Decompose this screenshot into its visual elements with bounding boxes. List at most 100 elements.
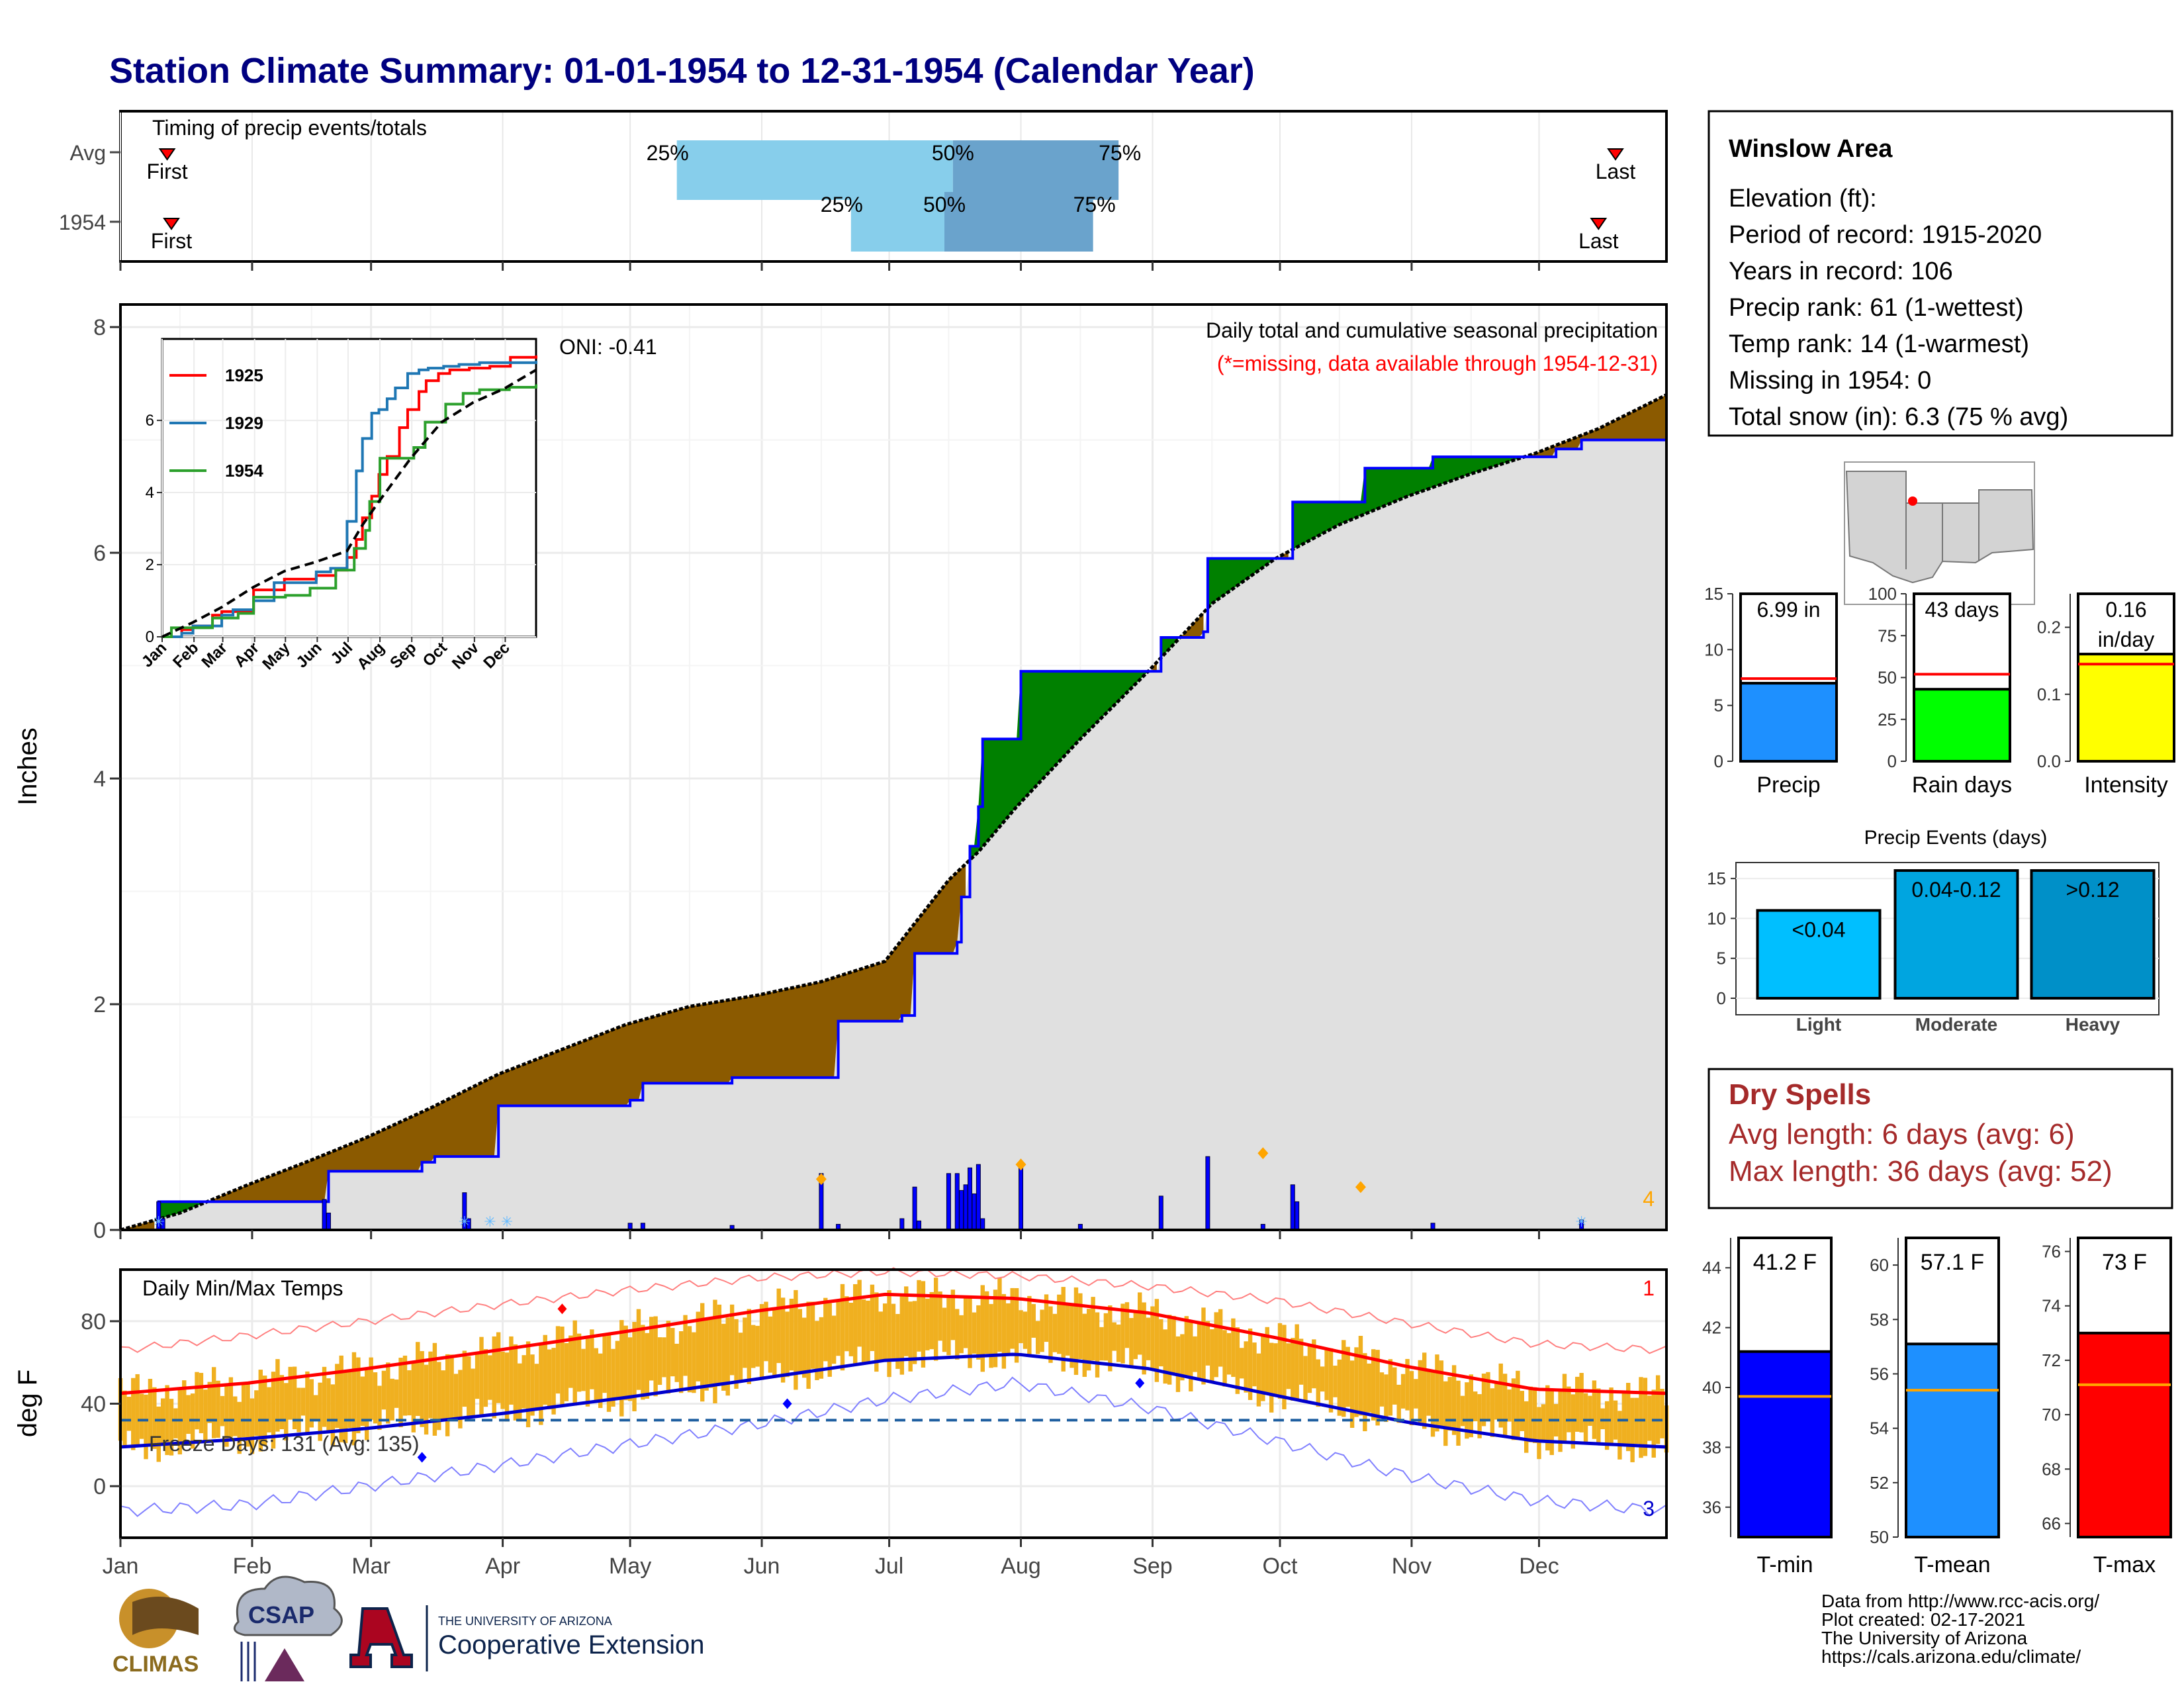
- daily-temp-bar: [1010, 1288, 1015, 1349]
- daily-temp-bar: [173, 1408, 178, 1438]
- daily-temp-bar: [810, 1301, 815, 1369]
- daily-temp-bar: [275, 1359, 280, 1432]
- daily-temp-bar: [233, 1396, 238, 1436]
- climas-logo-text: CLIMAS: [113, 1652, 199, 1677]
- daily-temp-bar: [377, 1385, 382, 1430]
- inset-series-1925: [162, 355, 537, 638]
- daily-temp-bar: [606, 1333, 612, 1412]
- summary-y-tick-label: 100: [1868, 584, 1897, 604]
- daily-temp-bar: [462, 1350, 467, 1407]
- daily-temp-bar: [351, 1352, 357, 1446]
- summary-y-tick-label: 50: [1878, 668, 1897, 688]
- station-info-line: Temp rank: 14 (1-warmest): [1729, 330, 2029, 358]
- temp-y-tick-label: 0: [93, 1474, 106, 1499]
- daily-temp-bar: [343, 1372, 348, 1444]
- events-category-label: Light: [1796, 1014, 1841, 1035]
- daily-temp-bar: [759, 1303, 764, 1380]
- daily-temp-bar: [1167, 1315, 1172, 1385]
- daily-temp-bar: [407, 1370, 412, 1416]
- events-bar-label: <0.04: [1792, 917, 1846, 941]
- summary-y-tick-label: 5: [1714, 696, 1723, 716]
- daily-temp-bar: [318, 1382, 322, 1441]
- daily-temp-bar: [997, 1277, 1002, 1352]
- daily-temp-bar: [165, 1385, 169, 1456]
- daily-temp-bar: [330, 1384, 336, 1446]
- station-info-line: Elevation (ft):: [1729, 185, 1877, 212]
- snow-marker-icon: ✳: [153, 1213, 165, 1230]
- daily-temp-bar: [615, 1340, 620, 1399]
- daily-temp-bar: [1524, 1401, 1529, 1453]
- map-borders: [1905, 503, 1979, 569]
- dry-spells-box: Dry Spells Avg length: 6 days (avg: 6) M…: [1707, 1068, 2173, 1209]
- above-average-area: [1207, 558, 1276, 608]
- daily-temp-bar: [1367, 1363, 1371, 1413]
- daily-temp-bar: [581, 1348, 586, 1391]
- daily-temp-bar: [623, 1325, 628, 1401]
- events-y-tick-label: 0: [1717, 988, 1726, 1008]
- inset-legend-label: 1929: [225, 413, 263, 433]
- daily-temp-bar: [984, 1291, 989, 1354]
- daily-temp-bar: [271, 1372, 276, 1449]
- precip-events-chart: Precip Events (days) 0 5 10 15 <0.04 Light 0.0…: [1707, 827, 2160, 1035]
- daily-temp-bar: [169, 1399, 174, 1456]
- daily-temp-bar: [1180, 1334, 1185, 1381]
- daily-temp-bar: [1307, 1345, 1312, 1393]
- daily-temp-bar: [509, 1336, 514, 1405]
- daily-temp-bar: [555, 1326, 561, 1394]
- daily-precip-bar: [968, 1167, 973, 1231]
- daily-temp-bar: [339, 1355, 343, 1442]
- daily-temp-bar: [394, 1379, 399, 1408]
- daily-temp-bar: [831, 1315, 837, 1364]
- daily-temp-bar: [611, 1348, 615, 1407]
- daily-temp-bar: [126, 1397, 132, 1431]
- daily-temp-bar: [572, 1320, 577, 1406]
- csap-mountain-icon: [265, 1648, 304, 1681]
- daily-temp-bar: [768, 1316, 773, 1373]
- daily-temp-bar: [1082, 1313, 1087, 1377]
- daily-temp-bar: [250, 1398, 255, 1454]
- daily-temp-bar: [1031, 1303, 1036, 1338]
- daily-temp-bar: [424, 1364, 429, 1435]
- daily-temp-bar: [262, 1376, 267, 1446]
- footer-credits: Data from http://www.rcc-acis.org/ Plot …: [1821, 1591, 2099, 1667]
- daily-temp-bar: [1184, 1316, 1189, 1377]
- events-y-tick-label: 10: [1707, 908, 1726, 928]
- daily-temp-bar: [1146, 1317, 1151, 1360]
- events-bar-label: >0.12: [2066, 878, 2120, 902]
- daily-temp-bar: [1175, 1336, 1181, 1392]
- dry-spells-avg: Avg length: 6 days (avg: 6): [1729, 1118, 2075, 1150]
- temp-summary-y-tick-label: 70: [2042, 1405, 2061, 1425]
- daily-precip-bar: [946, 1173, 951, 1231]
- daily-temp-bar: [861, 1299, 866, 1363]
- daily-temp-bar: [751, 1325, 756, 1368]
- daily-precip-bar: [322, 1199, 327, 1231]
- daily-temp-bar: [963, 1297, 968, 1348]
- daily-temp-bar: [692, 1332, 696, 1393]
- daily-temp-bar: [912, 1301, 917, 1364]
- inset-y-tick-label: 0: [146, 628, 154, 646]
- daily-temp-bar: [853, 1284, 858, 1365]
- timing-bar-25-50: [676, 140, 953, 200]
- temp-record-marker-icon: [782, 1398, 792, 1409]
- temp-summary-name: T-min: [1757, 1552, 1813, 1577]
- daily-temp-bar: [131, 1378, 136, 1450]
- timing-bar-50-75: [944, 192, 1093, 252]
- daily-temp-bar: [1655, 1375, 1661, 1444]
- timing-p75-label: 75%: [1073, 193, 1116, 216]
- daily-temp-bar: [1358, 1336, 1363, 1416]
- daily-temp-bar: [866, 1300, 870, 1362]
- inset-y-tick-label: 2: [146, 556, 154, 574]
- daily-temp-bar: [619, 1320, 624, 1417]
- daily-temp-bar: [267, 1387, 271, 1432]
- daily-temp-bar: [1159, 1319, 1163, 1367]
- daily-temp-bar: [1138, 1292, 1142, 1355]
- daily-temp-bar: [284, 1383, 289, 1441]
- daily-temp-bar: [139, 1393, 144, 1439]
- summary-bar-value-label: 0.16: [2105, 598, 2146, 622]
- timing-p50-label: 50%: [932, 141, 974, 165]
- precip-panel: ✳ ✳ ✳ ✳ ✳ 0 2 4 6 8 Inches Daily total and cumul…: [13, 303, 1668, 1243]
- daily-temp-bar: [1108, 1305, 1113, 1372]
- daily-temp-bar: [254, 1390, 259, 1436]
- daily-temp-bar: [827, 1303, 832, 1377]
